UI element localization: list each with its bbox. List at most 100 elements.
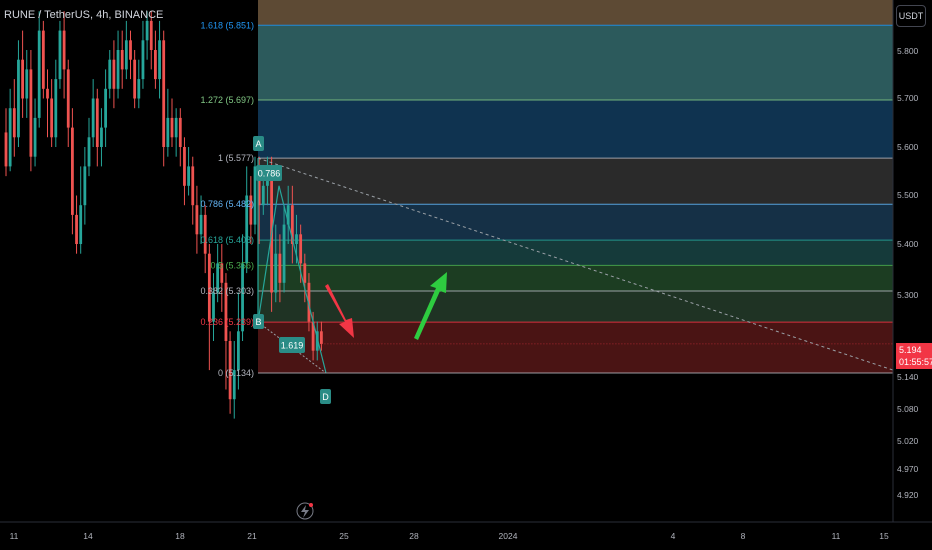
lightning-icon-glyph: [301, 505, 309, 518]
candle-body: [95, 98, 99, 147]
candle-body: [232, 370, 236, 400]
candle: [278, 234, 282, 303]
candle: [241, 234, 244, 341]
candle: [290, 185, 294, 264]
currency-button[interactable]: USDT: [896, 5, 926, 27]
candle: [154, 30, 157, 89]
candle: [320, 321, 323, 351]
candle: [95, 88, 99, 167]
candle-body: [154, 50, 157, 80]
candle: [112, 40, 116, 109]
y-tick-label: 5.080: [897, 404, 919, 414]
candle-body: [174, 117, 178, 138]
candle-body: [137, 79, 141, 99]
point-badge-B: [253, 314, 264, 329]
candle-body: [149, 20, 153, 50]
candle-body: [87, 137, 91, 167]
candle: [12, 79, 16, 157]
candle-body: [295, 234, 298, 244]
fib-zone-0.618: [258, 204, 893, 241]
candle-body: [191, 166, 195, 206]
candle: [216, 244, 220, 303]
candle-body: [91, 98, 95, 138]
candle: [249, 176, 253, 244]
harmonic-pattern: [257, 157, 894, 374]
candle: [8, 88, 12, 172]
candle-body: [129, 40, 132, 60]
fib-zone-1.618: [258, 0, 893, 26]
candle-body: [178, 117, 182, 147]
x-tick-label: 2024: [499, 531, 518, 541]
y-tick-label: 5.600: [897, 142, 919, 152]
fib-zone-1: [258, 99, 893, 159]
fib-zone-0.382: [258, 265, 893, 292]
ratio-badge: [256, 165, 282, 181]
candle: [91, 79, 95, 147]
candle-body: [261, 185, 265, 206]
candle-body: [141, 40, 145, 80]
candle: [104, 69, 107, 147]
candle-body: [4, 132, 8, 167]
point-badge-D: [320, 389, 331, 404]
candle-body: [274, 253, 278, 293]
candle: [253, 156, 257, 235]
candle-body: [195, 205, 199, 235]
candle: [212, 273, 215, 341]
y-tick-label: 5.400: [897, 239, 919, 249]
y-tick-label: 5.500: [897, 190, 919, 200]
candle: [203, 205, 207, 274]
candle-body: [270, 166, 273, 293]
y-tick-label: 5.020: [897, 436, 919, 446]
candle-body: [203, 214, 207, 254]
candle: [245, 166, 249, 274]
candle-body: [286, 205, 290, 225]
candle-body: [290, 205, 294, 244]
candle-body: [166, 117, 170, 147]
candle: [199, 195, 203, 244]
candle: [207, 244, 211, 371]
candle: [220, 244, 224, 312]
fib-label-0.5: 0.5 (5.356): [210, 260, 254, 270]
symbol-title[interactable]: RUNE / TetherUS, 4h, BINANCE: [4, 9, 164, 21]
candle: [71, 108, 74, 235]
candle: [286, 185, 290, 244]
candle: [46, 69, 49, 138]
candle: [129, 30, 132, 80]
x-tick-label: 18: [175, 531, 185, 541]
candle: [108, 50, 112, 99]
candle: [29, 50, 33, 172]
candle-body: [170, 117, 174, 138]
lightning-icon[interactable]: [296, 502, 314, 520]
candle-body: [58, 30, 62, 80]
annotations: 1.618 (5.851) 1.272 (5.697) 1 (5.577) 0.786…: [200, 20, 893, 520]
candle: [4, 108, 8, 177]
pattern-leg: [257, 185, 327, 374]
x-tick-label: 25: [339, 531, 349, 541]
fib-lines: [258, 24, 893, 374]
candle: [54, 59, 58, 147]
candle-body: [216, 263, 220, 293]
fib-zone-0.236: [258, 291, 893, 323]
candle-body: [187, 166, 190, 186]
fib-zones: [258, 0, 893, 374]
bar-countdown: 01:55:57: [899, 357, 932, 367]
candle-body: [228, 341, 232, 400]
current-price: 5.194: [899, 345, 922, 355]
candle-body: [133, 59, 137, 99]
candle-body: [29, 69, 33, 157]
point-label-B: B: [255, 317, 261, 327]
candle-body: [253, 166, 257, 225]
candle: [124, 20, 128, 80]
candle: [145, 11, 149, 60]
candle-body: [79, 205, 83, 244]
y-tick-label: 5.140: [897, 372, 919, 382]
candle: [137, 59, 141, 109]
candle: [120, 30, 124, 89]
y-tick-label: 5.700: [897, 93, 919, 103]
y-axis: 5.800 5.700 5.600 5.500 5.400 5.300 5.140 5.080…: [892, 0, 919, 522]
candle-body: [245, 195, 249, 264]
candle: [307, 273, 311, 332]
ratio-label: 0.786: [258, 169, 281, 179]
candle-body: [50, 98, 54, 138]
